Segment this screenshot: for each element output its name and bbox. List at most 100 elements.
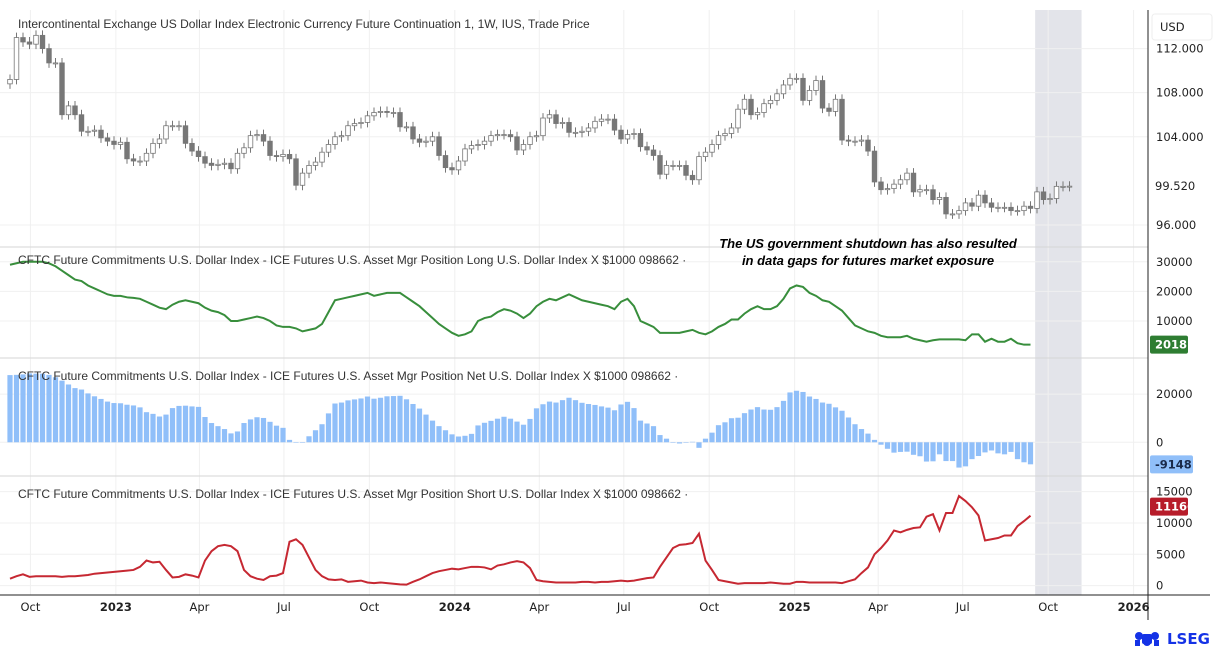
- net-position-bar: [208, 423, 215, 443]
- net-position-bar: [709, 432, 715, 443]
- net-position-bar: [1008, 442, 1014, 452]
- candle-up: [221, 162, 228, 165]
- net-position-bar: [338, 402, 345, 443]
- candle-down: [845, 139, 852, 142]
- candle-up: [169, 125, 176, 128]
- net-position-bar: [988, 442, 995, 451]
- candle-up: [540, 117, 546, 137]
- candle-down: [286, 154, 293, 160]
- net-position-bar: [891, 442, 897, 453]
- candle-down: [124, 141, 130, 160]
- candle-up: [533, 135, 540, 138]
- net-position-bar: [449, 434, 455, 443]
- candle-up: [176, 125, 182, 128]
- net-position-bar: [774, 407, 780, 443]
- candle-up: [780, 84, 787, 95]
- net-position-bar: [897, 442, 904, 452]
- candle-up: [117, 141, 124, 145]
- candle-down: [208, 162, 215, 166]
- net-position-bar: [559, 400, 566, 443]
- candle-up: [475, 144, 481, 146]
- candle-up: [546, 114, 553, 119]
- candle-down: [1027, 205, 1034, 209]
- candle-down: [410, 126, 416, 140]
- net-position-bar: [85, 393, 91, 443]
- net-position-bar: [351, 399, 358, 443]
- net-position-bar: [429, 420, 436, 443]
- candle-down: [195, 150, 202, 158]
- net-position-bar: [377, 397, 384, 443]
- net-position-bar: [761, 409, 767, 443]
- candle-down: [982, 194, 988, 204]
- candle-down: [871, 150, 878, 183]
- candle-down: [819, 80, 826, 109]
- net-position-bar: [722, 422, 728, 443]
- candle-down: [397, 112, 403, 128]
- long-position-line: [9, 260, 1031, 346]
- x-tick-label: Apr: [529, 600, 549, 614]
- candle-up: [585, 127, 592, 132]
- candle-up: [390, 112, 397, 114]
- y-tick-label: 5000: [1156, 547, 1185, 561]
- net-position-bar: [832, 407, 839, 443]
- candle-up: [858, 139, 865, 142]
- candle-up: [598, 118, 605, 122]
- candle-down: [878, 181, 884, 191]
- candle-up: [897, 179, 904, 185]
- candle-up: [722, 133, 728, 137]
- last-value-badge: [1150, 497, 1188, 516]
- candle-up: [936, 196, 943, 201]
- net-position-bar: [611, 410, 618, 443]
- candle-up: [319, 151, 325, 163]
- net-position-bar: [267, 421, 273, 443]
- net-position-bar: [878, 442, 884, 445]
- candle-up: [280, 154, 286, 158]
- x-tick-label: Apr: [868, 600, 888, 614]
- net-position-bar: [130, 405, 137, 443]
- candle-up: [696, 156, 702, 181]
- net-position-bar: [163, 414, 169, 443]
- candle-up: [579, 130, 585, 133]
- candle-up: [806, 90, 813, 101]
- net-position-bar: [631, 408, 637, 443]
- net-position-bar: [696, 442, 702, 448]
- candle-down: [20, 37, 26, 43]
- panel-title: CFTC Future Commitments U.S. Dollar Inde…: [18, 253, 686, 267]
- candle-down: [267, 140, 273, 156]
- candle-up: [813, 80, 819, 91]
- net-position-bar: [787, 392, 793, 443]
- net-position-bar: [865, 433, 871, 443]
- net-position-bar: [566, 397, 572, 443]
- net-position-bar: [982, 442, 988, 453]
- x-tick-label: Jul: [616, 600, 631, 614]
- candle-up: [774, 93, 780, 101]
- candle-up: [501, 134, 507, 136]
- candle-down: [436, 136, 442, 156]
- net-position-bar: [390, 396, 397, 443]
- candle-down: [865, 139, 871, 152]
- net-position-bar: [949, 442, 956, 462]
- net-position-bar: [592, 404, 598, 443]
- candle-down: [78, 114, 85, 132]
- net-position-bar: [689, 441, 696, 443]
- net-position-bar: [488, 420, 494, 443]
- candle-up: [429, 136, 436, 142]
- candle-up: [1066, 185, 1073, 188]
- y-tick-label: 10000: [1156, 516, 1193, 530]
- candle-up: [377, 111, 384, 113]
- net-position-bar: [819, 402, 826, 443]
- candle-down: [637, 133, 644, 148]
- candle-down: [72, 105, 78, 116]
- net-position-bar: [871, 439, 878, 443]
- lseg-logo: LSEG: [1132, 630, 1210, 648]
- candle-down: [228, 162, 234, 170]
- candle-down: [644, 146, 650, 151]
- last-value-badge: [1150, 455, 1193, 474]
- candle-down: [826, 107, 832, 112]
- net-position-bar: [800, 391, 806, 443]
- net-position-bar: [215, 426, 221, 443]
- net-position-bar: [176, 405, 182, 443]
- net-position-bar: [676, 442, 683, 444]
- net-position-bar: [46, 374, 52, 443]
